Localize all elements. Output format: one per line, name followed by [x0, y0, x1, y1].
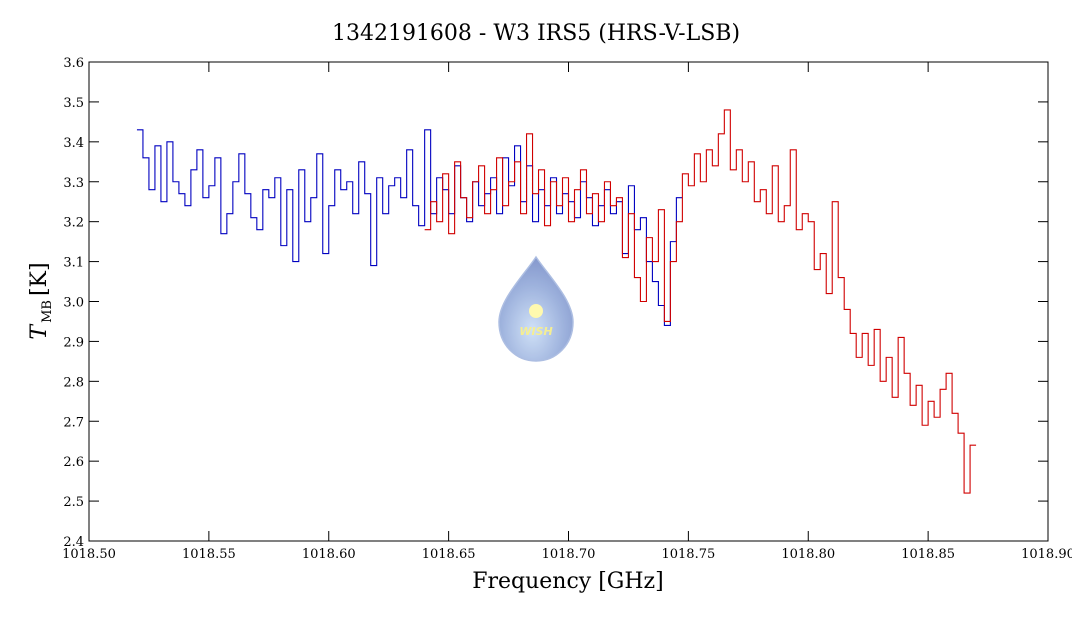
- y-tick-label: 3.1: [63, 256, 84, 271]
- x-tick-label: 1018.85: [901, 547, 955, 562]
- x-tick-label: 1018.90: [1021, 547, 1072, 562]
- y-tick-label: 3.4: [63, 136, 84, 151]
- x-tick-label: 1018.70: [542, 547, 596, 562]
- x-axis-label: Frequency [GHz]: [472, 569, 664, 594]
- y-tick-label: 3.6: [63, 56, 84, 71]
- x-tick-label: 1018.65: [422, 547, 476, 562]
- logo-star: [529, 304, 543, 318]
- y-label-unit: [K]: [27, 262, 52, 296]
- y-tick-label: 3.2: [63, 216, 84, 231]
- y-tick-label: 2.5: [63, 495, 84, 510]
- y-tick-label: 2.4: [63, 535, 84, 550]
- y-tick-label: 3.3: [63, 176, 84, 191]
- y-tick-label: 2.6: [63, 455, 84, 470]
- y-tick-label: 2.8: [63, 375, 84, 390]
- y-axis-label: TMB [K]: [27, 262, 55, 339]
- logo: WISH: [498, 255, 574, 362]
- x-tick-label: 1018.60: [302, 547, 356, 562]
- x-tick-label: 1018.55: [182, 547, 236, 562]
- y-label-symbol: T: [27, 323, 52, 340]
- y-label-subscript: MB: [40, 300, 55, 323]
- logo-text: WISH: [519, 325, 552, 338]
- y-tick-label: 3.5: [63, 96, 84, 111]
- plot-frame: [88, 61, 1049, 542]
- chart-title: 1342191608 - W3 IRS5 (HRS-V-LSB): [332, 21, 740, 46]
- x-tick-label: 1018.80: [781, 547, 835, 562]
- x-tick-label: 1018.75: [661, 547, 715, 562]
- y-tick-label: 2.7: [63, 415, 84, 430]
- y-tick-label: 2.9: [63, 335, 84, 350]
- x-tick-label: 1018.50: [62, 547, 116, 562]
- spectrum-line: [424, 109, 977, 494]
- y-tick-label: 3.0: [63, 296, 84, 311]
- spectrum-line: [136, 129, 683, 326]
